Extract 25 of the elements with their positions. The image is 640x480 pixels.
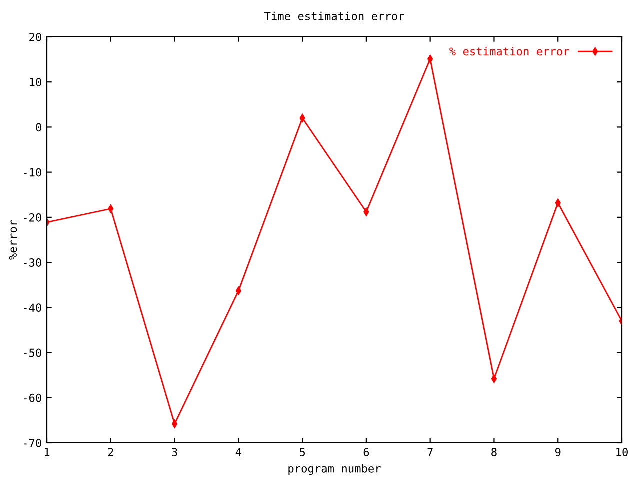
- x-tick-label: 4: [236, 448, 242, 456]
- y-tick-label: -60: [24, 394, 42, 402]
- y-tick-label: 20: [30, 33, 42, 42]
- point: [300, 114, 306, 122]
- y-tick-label: -70: [24, 439, 42, 448]
- x-tick-label: 2: [108, 448, 114, 456]
- chart-title: Time estimation error: [264, 12, 404, 20]
- x-tick-label: 3: [172, 448, 178, 457]
- y-axis-title: %error: [9, 220, 18, 260]
- y-tick-label: -30: [24, 258, 42, 267]
- x-axis-title: program number: [288, 464, 381, 476]
- x-tick-label: 7: [428, 448, 433, 456]
- y-tick-label: -40: [24, 304, 42, 312]
- y-tick-label: 0: [36, 123, 42, 132]
- x-tick-label: 6: [364, 448, 370, 457]
- x-tick-label: 9: [555, 448, 561, 457]
- x-tick-label: 8: [492, 448, 497, 457]
- x-tick-label: 5: [300, 448, 306, 457]
- y-tick-label: -20: [24, 213, 42, 222]
- y-tick-label: 10: [30, 78, 42, 87]
- x-tick-label: 1: [44, 448, 50, 456]
- x-tick-label: 10: [616, 448, 628, 457]
- y-tick-label: -50: [24, 348, 42, 358]
- y-tick-label: -10: [24, 168, 42, 177]
- legend-label: % estimation error: [450, 47, 570, 56]
